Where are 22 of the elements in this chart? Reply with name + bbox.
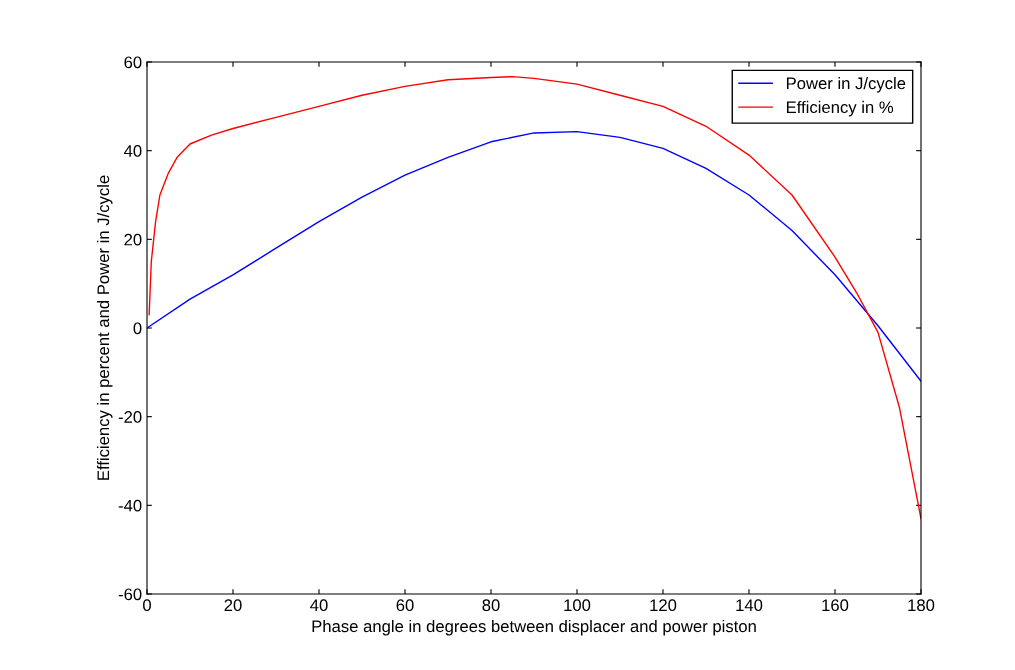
y-tick-label: 20: [124, 233, 142, 246]
x-tick-label: 0: [143, 599, 151, 612]
y-tick-label: 0: [133, 322, 142, 335]
line-series: [147, 130, 921, 382]
x-tick-label: 160: [822, 599, 849, 612]
x-tick-label: 180: [908, 599, 935, 612]
y-tick-label: -20: [118, 411, 142, 423]
x-tick-label: 40: [310, 599, 328, 612]
y-tick-label: -60: [118, 588, 142, 601]
x-tick-label: 60: [396, 599, 414, 612]
x-tick-label: 120: [650, 599, 677, 612]
legend-label: Power in J/cycle: [786, 77, 906, 93]
legend-label: Efficiency in %: [786, 100, 894, 117]
x-tick-label: 140: [736, 599, 763, 612]
x-axis-title: Phase angle in degrees between displacer and power piston: [312, 619, 756, 636]
x-tick-label: 100: [564, 599, 591, 612]
y-axis-title: Efficiency in percent and Power in J/cycle: [96, 175, 113, 480]
y-tick-label: -40: [118, 499, 142, 512]
y-tick-label: 40: [123, 145, 142, 157]
y-tick-label: 60: [124, 56, 142, 69]
x-tick-label: 20: [224, 599, 242, 612]
x-tick-label: 80: [482, 599, 500, 612]
